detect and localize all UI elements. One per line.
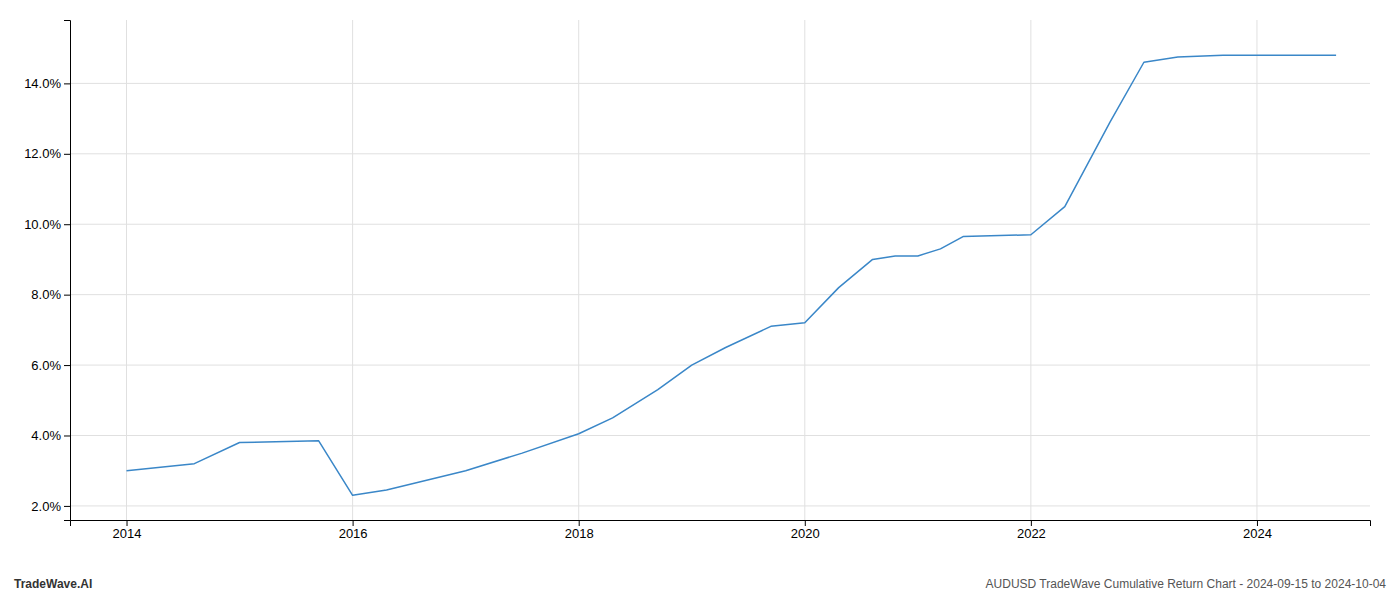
y-grid-line bbox=[70, 435, 1370, 436]
plot-area: 2014 2016 2018 2020 2022 2024 2.0% 4.0% 6.0% 8.0%… bbox=[24, 20, 1370, 541]
x-tick-mark bbox=[1031, 520, 1032, 526]
x-grid-line bbox=[1030, 20, 1031, 520]
y-tick: 4.0% bbox=[31, 428, 70, 443]
y-tick-mark bbox=[64, 83, 70, 84]
x-tick-mark bbox=[127, 520, 128, 526]
x-tick-label: 2024 bbox=[1243, 526, 1272, 541]
y-grid-line bbox=[70, 153, 1370, 154]
footer-right: AUDUSD TradeWave Cumulative Return Chart… bbox=[986, 577, 1387, 591]
x-tick: 2024 bbox=[1243, 520, 1272, 541]
footer-left: TradeWave.AI bbox=[14, 577, 92, 591]
y-tick-label: 4.0% bbox=[31, 428, 61, 443]
y-tick-mark bbox=[64, 154, 70, 155]
y-axis-line bbox=[64, 21, 71, 521]
y-tick-label: 14.0% bbox=[24, 76, 61, 91]
y-tick: 2.0% bbox=[31, 499, 70, 514]
x-tick-mark bbox=[1257, 520, 1258, 526]
y-tick-label: 6.0% bbox=[31, 358, 61, 373]
x-tick: 2022 bbox=[1017, 520, 1046, 541]
x-axis-line bbox=[71, 521, 1371, 527]
x-grid-line bbox=[126, 20, 127, 520]
x-tick: 2014 bbox=[113, 520, 142, 541]
x-grid-line bbox=[352, 20, 353, 520]
y-axis: 2.0% 4.0% 6.0% 8.0% 10.0% 12.0% 14.0% bbox=[24, 21, 70, 521]
chart: 2014 2016 2018 2020 2022 2024 2.0% 4.0% 6.0% 8.0%… bbox=[0, 0, 1400, 600]
line bbox=[127, 55, 1337, 495]
marks bbox=[127, 55, 1337, 495]
y-tick-label: 10.0% bbox=[24, 217, 61, 232]
x-tick-label: 2022 bbox=[1017, 526, 1046, 541]
x-grid-line bbox=[804, 20, 805, 520]
y-tick-label: 2.0% bbox=[31, 499, 61, 514]
y-tick-mark bbox=[64, 224, 70, 225]
y-grid-line bbox=[70, 224, 1370, 225]
x-tick-label: 2014 bbox=[113, 526, 142, 541]
y-tick-mark bbox=[64, 435, 70, 436]
y-tick: 6.0% bbox=[31, 358, 70, 373]
x-tick: 2016 bbox=[339, 520, 368, 541]
x-tick-label: 2016 bbox=[339, 526, 368, 541]
x-tick: 2018 bbox=[565, 520, 594, 541]
x-tick-mark bbox=[579, 520, 580, 526]
y-tick-label: 8.0% bbox=[31, 287, 61, 302]
y-grid-line bbox=[70, 505, 1370, 506]
y-tick: 8.0% bbox=[31, 287, 70, 302]
x-grid-line bbox=[1256, 20, 1257, 520]
grid bbox=[70, 20, 1370, 520]
y-tick-mark bbox=[64, 506, 70, 507]
y-grid-line bbox=[70, 83, 1370, 84]
x-grid-line bbox=[578, 20, 579, 520]
y-tick: 12.0% bbox=[24, 146, 70, 161]
y-grid-line bbox=[70, 294, 1370, 295]
x-tick-mark bbox=[805, 520, 806, 526]
y-tick-mark bbox=[64, 295, 70, 296]
x-tick: 2020 bbox=[791, 520, 820, 541]
x-axis: 2014 2016 2018 2020 2022 2024 bbox=[71, 520, 1371, 541]
y-tick-mark bbox=[64, 365, 70, 366]
x-tick-label: 2018 bbox=[565, 526, 594, 541]
y-tick-label: 12.0% bbox=[24, 146, 61, 161]
y-tick: 14.0% bbox=[24, 76, 70, 91]
y-tick: 10.0% bbox=[24, 217, 70, 232]
y-grid-line bbox=[70, 365, 1370, 366]
x-tick-label: 2020 bbox=[791, 526, 820, 541]
x-tick-mark bbox=[353, 520, 354, 526]
